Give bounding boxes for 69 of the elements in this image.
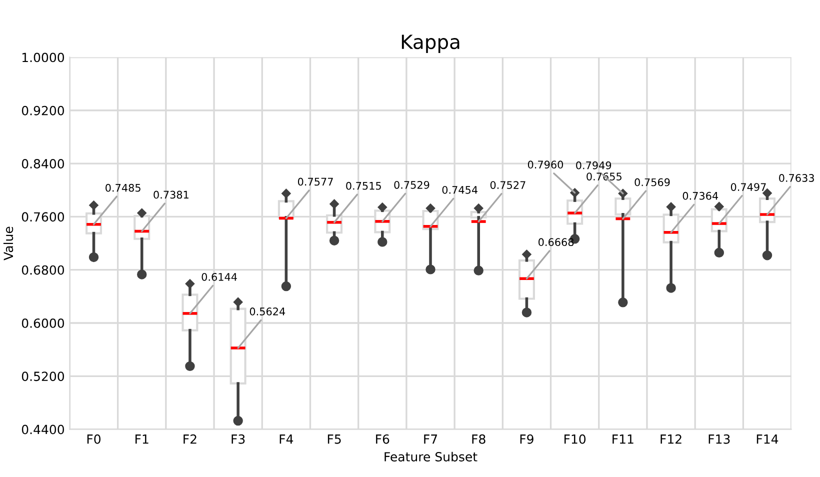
x-tick-label: F2 <box>184 434 196 444</box>
x-tick-label: F10 <box>564 434 586 444</box>
x-tick-label: F9 <box>520 434 534 444</box>
y-tick-label: 0.6800 <box>22 265 64 275</box>
y-tick-label: 0.7600 <box>22 212 64 222</box>
x-tick-label: F13 <box>708 434 730 444</box>
x-tick-label: F1 <box>136 434 148 444</box>
point <box>666 202 676 212</box>
point <box>137 270 147 280</box>
x-tick-label: F3 <box>232 434 245 444</box>
point <box>185 279 195 288</box>
annotation: 0.7515 <box>346 182 381 190</box>
point <box>282 188 291 198</box>
annotation: 0.7497 <box>730 183 766 191</box>
annotation: 0.6144 <box>202 272 237 281</box>
point <box>233 297 243 307</box>
x-axis-title: Feature Subset <box>384 452 478 462</box>
annotation: 0.7577 <box>298 178 333 186</box>
x-tick-label: F11 <box>612 434 634 444</box>
annotation: 0.7527 <box>490 181 526 189</box>
y-tick-label: 0.4400 <box>22 424 64 434</box>
annotation: 0.7381 <box>154 190 188 199</box>
point <box>714 248 724 258</box>
point <box>185 361 195 372</box>
x-tick-label: F7 <box>424 434 438 444</box>
point <box>426 204 436 213</box>
annotation: 0.7454 <box>442 186 478 194</box>
point <box>714 202 724 212</box>
point <box>474 204 484 213</box>
y-tick-label: 1.0000 <box>22 52 64 62</box>
point <box>522 250 532 259</box>
annotation: 0.7960 <box>528 160 564 169</box>
point <box>522 308 532 318</box>
x-tick-label: F5 <box>328 434 341 444</box>
annotation: 0.5624 <box>250 308 286 316</box>
y-tick-label: 0.8400 <box>22 159 64 168</box>
annotation: 0.7633 <box>779 174 814 182</box>
annotation: 0.7569 <box>634 178 670 186</box>
x-tick-label: F12 <box>660 434 682 444</box>
x-tick-label: F8 <box>472 434 486 444</box>
point <box>329 236 340 246</box>
point <box>281 281 292 292</box>
point <box>233 416 243 426</box>
annotation: 0.7529 <box>394 180 430 189</box>
y-tick-label: 0.9200 <box>22 106 64 116</box>
annotation: 0.7655 <box>586 172 622 180</box>
point <box>474 266 484 276</box>
point <box>88 252 99 262</box>
point <box>666 283 676 293</box>
chart-title: Kappa <box>402 34 460 53</box>
point <box>89 200 98 210</box>
x-tick-label: F0 <box>87 434 100 444</box>
point <box>426 264 436 274</box>
annotation: 0.7364 <box>682 192 718 200</box>
point <box>762 250 772 260</box>
annotation: 0.7485 <box>106 184 140 192</box>
point <box>378 202 388 212</box>
x-tick-label: F4 <box>280 434 294 444</box>
y-tick-label: 0.6000 <box>22 318 64 328</box>
y-axis-title: Value <box>3 226 14 260</box>
y-tick-label: 0.5200 <box>22 372 64 382</box>
annotation: 0.6668 <box>538 238 574 246</box>
x-tick-label: F14 <box>756 434 778 444</box>
point <box>137 208 146 218</box>
point <box>330 199 339 209</box>
x-tick-label: F6 <box>376 434 390 444</box>
annotation: 0.7949 <box>576 161 612 170</box>
point <box>618 298 628 308</box>
point <box>378 237 388 247</box>
